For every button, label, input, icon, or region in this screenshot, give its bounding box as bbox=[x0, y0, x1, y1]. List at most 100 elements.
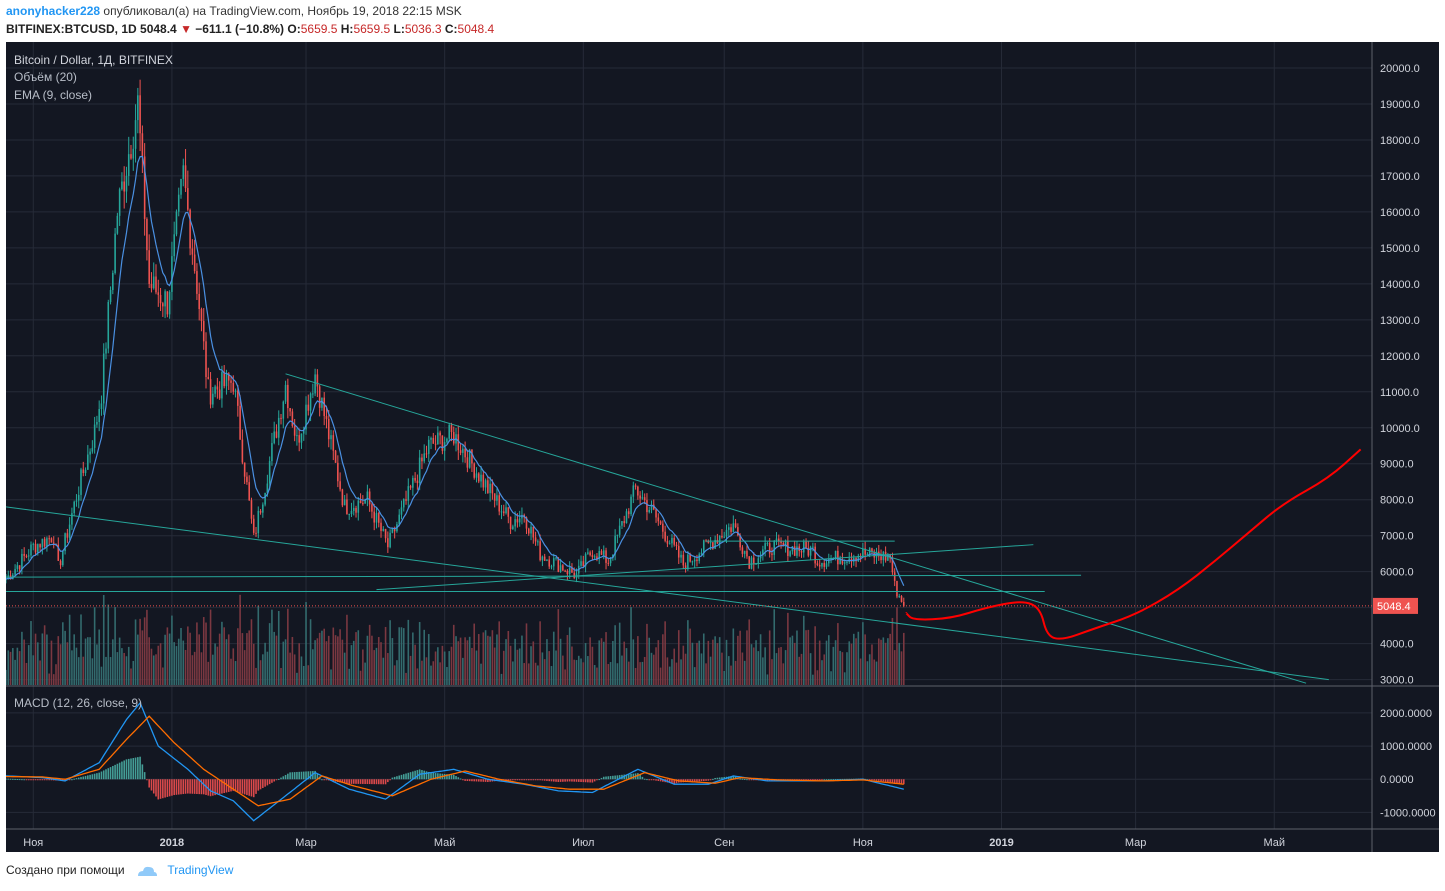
footer: Создано при помощи TradingView bbox=[6, 863, 233, 878]
volume-bar bbox=[766, 674, 769, 685]
candle bbox=[189, 209, 191, 249]
candle bbox=[482, 474, 485, 488]
volume-bar bbox=[698, 640, 701, 685]
candle bbox=[337, 462, 339, 482]
candle bbox=[721, 535, 723, 538]
volume-bar bbox=[332, 627, 335, 685]
candle bbox=[507, 507, 510, 517]
chart-canvas[interactable]: 3000.04000.05000.06000.07000.08000.09000… bbox=[6, 42, 1439, 852]
macd-histogram-bar bbox=[148, 779, 150, 788]
macd-histogram-bar bbox=[346, 779, 348, 784]
volume-bar bbox=[493, 647, 496, 685]
volume-bar bbox=[650, 652, 653, 685]
macd-histogram-bar bbox=[430, 772, 432, 780]
macd-histogram-bar bbox=[177, 779, 180, 795]
macd-histogram-bar bbox=[539, 779, 541, 781]
volume-bar bbox=[573, 659, 576, 685]
candle bbox=[127, 154, 130, 176]
author-link[interactable]: anonyhacker228 bbox=[6, 4, 101, 18]
macd-histogram-bar bbox=[516, 779, 519, 781]
macd-histogram-bar bbox=[443, 773, 446, 780]
macd-histogram-bar bbox=[616, 775, 619, 780]
candle bbox=[664, 531, 666, 541]
candle bbox=[655, 509, 657, 518]
candle bbox=[432, 437, 435, 444]
macd-histogram-bar bbox=[343, 779, 346, 784]
projection-path bbox=[905, 448, 1362, 640]
candle bbox=[257, 510, 260, 534]
candle bbox=[737, 527, 739, 536]
macd-histogram-bar bbox=[809, 779, 812, 781]
candle bbox=[489, 483, 491, 493]
macd-histogram-bar bbox=[834, 779, 837, 781]
volume-bar bbox=[409, 655, 412, 685]
volume-bar bbox=[673, 648, 676, 685]
volume-bar bbox=[598, 640, 601, 685]
macd-histogram-bar bbox=[339, 779, 341, 783]
volume-bar bbox=[116, 652, 119, 685]
macd-histogram-bar bbox=[39, 779, 41, 781]
volume-bar bbox=[657, 640, 660, 685]
volume-bar bbox=[289, 652, 291, 685]
volume-bar bbox=[716, 643, 719, 685]
macd-histogram-bar bbox=[487, 779, 489, 783]
volume-bar bbox=[791, 635, 794, 685]
volume-bar bbox=[64, 630, 66, 685]
volume-bar bbox=[675, 662, 678, 685]
macd-histogram-bar bbox=[414, 770, 416, 780]
candle bbox=[39, 544, 41, 548]
macd-histogram-bar bbox=[575, 779, 578, 782]
volume-bar bbox=[787, 612, 789, 685]
volume-bar bbox=[634, 667, 637, 685]
volume-bar bbox=[462, 657, 464, 685]
macd-histogram-bar bbox=[875, 779, 878, 781]
trendlines[interactable] bbox=[6, 373, 1372, 684]
candle bbox=[466, 457, 469, 468]
volume-bar bbox=[814, 626, 816, 685]
volume-bar bbox=[273, 631, 275, 685]
macd-histogram-bar bbox=[750, 779, 753, 781]
volume-bar bbox=[773, 609, 776, 685]
volume-bar bbox=[762, 657, 764, 685]
candle bbox=[121, 181, 123, 190]
macd-histogram-bar bbox=[596, 779, 598, 781]
candle bbox=[762, 549, 764, 555]
macd-histogram-bar bbox=[155, 779, 157, 797]
macd-histogram-bar bbox=[77, 777, 80, 780]
macd-histogram-bar bbox=[707, 779, 710, 781]
volume-bar bbox=[262, 654, 264, 685]
candle bbox=[866, 554, 869, 556]
volume-bar bbox=[441, 645, 444, 685]
candle bbox=[677, 545, 680, 558]
volume-bar bbox=[807, 629, 810, 685]
volume-bar bbox=[627, 661, 630, 685]
candle bbox=[223, 372, 225, 387]
candle bbox=[693, 559, 696, 562]
macd-histogram-bar bbox=[355, 779, 357, 784]
candle bbox=[534, 537, 537, 542]
volume-bar bbox=[587, 656, 589, 685]
volume-bar bbox=[823, 654, 826, 685]
candle bbox=[46, 538, 48, 547]
projection-curve[interactable] bbox=[905, 448, 1362, 640]
candle bbox=[864, 548, 866, 555]
macd-histogram-bar bbox=[696, 779, 698, 782]
candle bbox=[105, 348, 107, 354]
volume-bar bbox=[655, 647, 657, 685]
candle bbox=[559, 565, 562, 572]
volume-bar bbox=[812, 674, 814, 685]
candle bbox=[718, 535, 721, 544]
candle bbox=[643, 497, 646, 501]
macd-histogram-bar bbox=[571, 779, 573, 782]
macd-histogram-bar bbox=[207, 779, 210, 796]
volume-bar bbox=[855, 638, 857, 685]
macd-histogram-bar bbox=[580, 779, 582, 783]
macd-histogram-bar bbox=[389, 779, 391, 781]
candle bbox=[568, 567, 571, 574]
tradingview-link[interactable]: TradingView bbox=[167, 863, 234, 877]
candle bbox=[48, 538, 50, 540]
macd-histogram-bar bbox=[118, 762, 121, 780]
volume-bar bbox=[34, 633, 37, 685]
macd-histogram-bar bbox=[507, 779, 510, 781]
volume-bar bbox=[707, 640, 710, 685]
